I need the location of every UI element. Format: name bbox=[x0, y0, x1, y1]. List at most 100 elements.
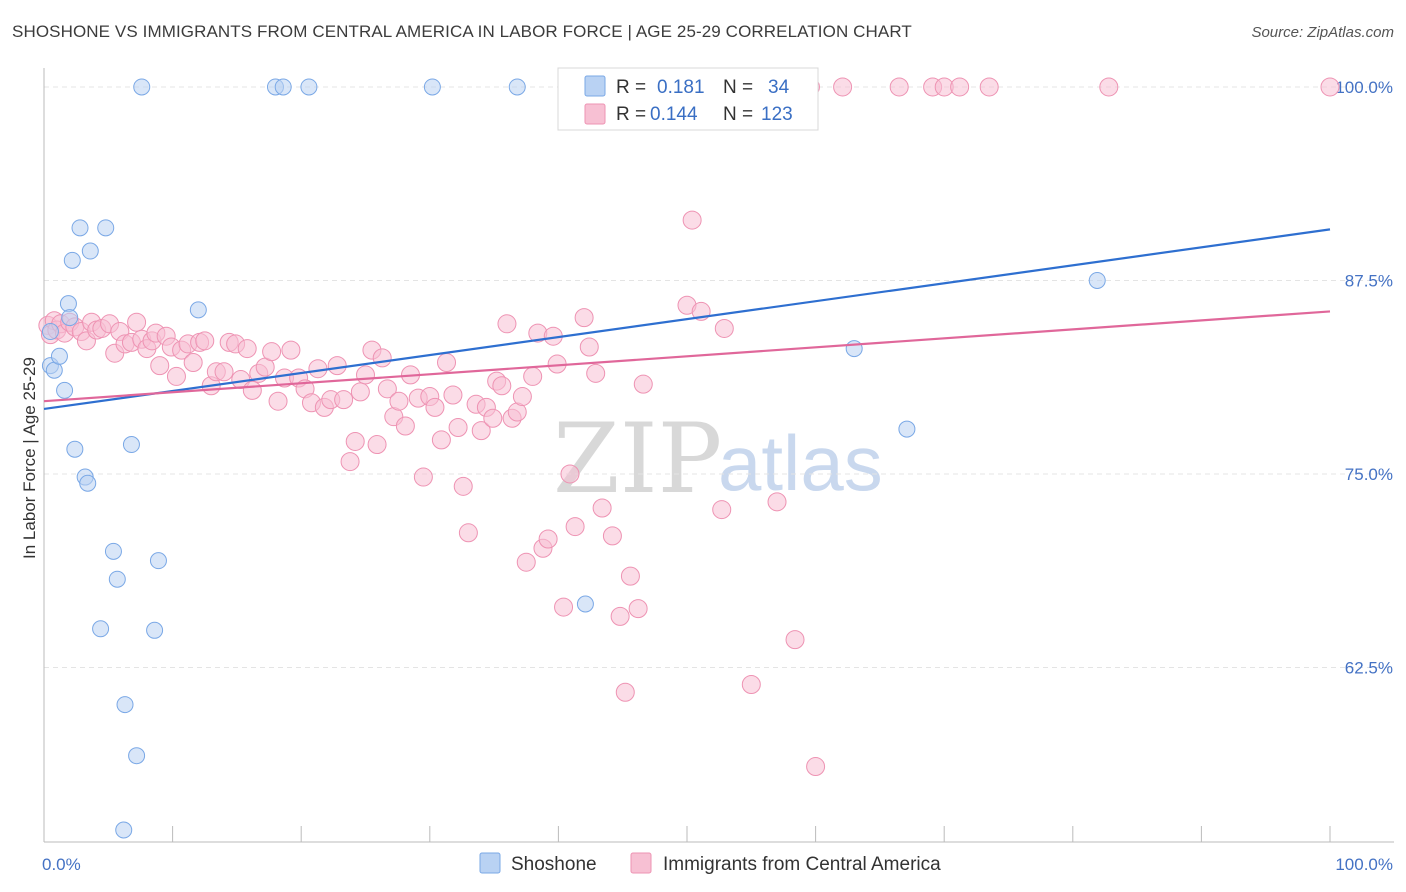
immigrants-point bbox=[214, 362, 234, 382]
immigrants-point bbox=[610, 606, 630, 626]
immigrants-point bbox=[516, 552, 536, 572]
shoshone-point bbox=[133, 78, 151, 96]
y-axis-title: In Labor Force | Age 25-29 bbox=[20, 357, 39, 559]
immigrants-point bbox=[1320, 77, 1340, 97]
axes bbox=[43, 68, 1394, 843]
immigrants-point bbox=[443, 385, 463, 405]
stats-legend-r-label: R = bbox=[616, 77, 646, 98]
immigrants-point bbox=[195, 331, 215, 351]
shoshone-point bbox=[92, 620, 110, 638]
immigrants-point bbox=[714, 318, 734, 338]
shoshone-point bbox=[508, 78, 526, 96]
immigrants-point bbox=[327, 356, 347, 376]
immigrants-point bbox=[979, 77, 999, 97]
immigrants-point bbox=[431, 430, 451, 450]
immigrants-point bbox=[523, 366, 543, 386]
immigrants-point bbox=[574, 308, 594, 328]
immigrants-point bbox=[712, 500, 732, 520]
watermark-atlas: atlas bbox=[718, 419, 883, 507]
immigrants-point bbox=[785, 630, 805, 650]
shoshone-point bbox=[149, 552, 167, 570]
immigrants-point bbox=[237, 339, 257, 359]
shoshone-point bbox=[79, 474, 97, 492]
immigrants-point bbox=[395, 416, 415, 436]
immigrants-point bbox=[367, 435, 387, 455]
stats-legend-swatch-immigrants bbox=[584, 103, 606, 125]
immigrants-point bbox=[127, 312, 147, 332]
legend-label-shoshone: Shoshone bbox=[511, 854, 597, 875]
immigrants-point bbox=[150, 356, 170, 376]
immigrants-point bbox=[492, 376, 512, 396]
shoshone-point bbox=[56, 381, 74, 399]
immigrants-point bbox=[268, 391, 288, 411]
immigrants-point bbox=[425, 397, 445, 417]
shoshone-point bbox=[576, 595, 594, 613]
shoshone-point bbox=[845, 340, 863, 358]
immigrants-point bbox=[242, 380, 262, 400]
stats-legend: R = 0.181 N = 34 R = 0.144 N = 123 bbox=[557, 67, 819, 131]
immigrants-point bbox=[389, 391, 409, 411]
shoshone-point bbox=[108, 570, 126, 588]
x-tick-label-min: 0.0% bbox=[42, 855, 81, 874]
shoshone-point bbox=[274, 78, 292, 96]
shoshone-point bbox=[115, 821, 133, 839]
chart-title: SHOSHONE VS IMMIGRANTS FROM CENTRAL AMER… bbox=[12, 22, 912, 41]
source-credit: Source: ZipAtlas.com bbox=[1251, 24, 1394, 41]
immigrants-point bbox=[497, 314, 517, 334]
immigrants-point bbox=[345, 431, 365, 451]
immigrants-point bbox=[565, 517, 585, 537]
immigrants-point bbox=[512, 387, 532, 407]
stats-legend-n-value-shoshone: 34 bbox=[768, 77, 790, 98]
shoshone-point bbox=[898, 420, 916, 438]
legend-swatch-immigrants bbox=[630, 852, 652, 874]
shoshone-point bbox=[300, 78, 318, 96]
series-legend: Shoshone Immigrants from Central America bbox=[479, 852, 941, 875]
immigrants-point bbox=[833, 77, 853, 97]
shoshone-point bbox=[50, 347, 68, 365]
immigrants-point bbox=[554, 597, 574, 617]
shoshone-point bbox=[97, 219, 115, 237]
stats-legend-n-label: N = bbox=[723, 77, 753, 98]
watermark-zip: ZIP bbox=[553, 403, 722, 515]
y-tick-label: 75.0% bbox=[1345, 465, 1393, 484]
immigrants-point bbox=[602, 526, 622, 546]
shoshone-point bbox=[423, 78, 441, 96]
immigrants-point bbox=[334, 390, 354, 410]
stats-legend-r-value-shoshone: 0.181 bbox=[657, 77, 705, 98]
immigrants-point bbox=[413, 467, 433, 487]
stats-legend-swatch-shoshone bbox=[584, 75, 606, 97]
series-points bbox=[38, 77, 1340, 839]
immigrants-point bbox=[628, 599, 648, 619]
immigrants-point bbox=[620, 566, 640, 586]
shoshone-point bbox=[1088, 271, 1106, 289]
immigrants-point bbox=[579, 337, 599, 357]
immigrants-point bbox=[377, 379, 397, 399]
immigrants-point bbox=[633, 374, 653, 394]
immigrants-point bbox=[448, 418, 468, 438]
stats-legend-n-label-2: N = bbox=[723, 104, 753, 125]
shoshone-point bbox=[122, 436, 140, 454]
immigrants-point bbox=[262, 342, 282, 362]
immigrants-point bbox=[458, 523, 478, 543]
immigrants-point bbox=[356, 365, 375, 385]
shoshone-point bbox=[71, 219, 89, 237]
y-tick-label: 62.5% bbox=[1345, 658, 1393, 677]
shoshone-point bbox=[63, 251, 81, 269]
immigrants-trend-line bbox=[43, 310, 1331, 403]
y-tick-label: 100.0% bbox=[1335, 78, 1393, 97]
shoshone-point bbox=[104, 542, 122, 560]
immigrants-point bbox=[1099, 77, 1119, 97]
immigrants-point bbox=[592, 498, 612, 518]
immigrants-point bbox=[806, 757, 826, 777]
shoshone-point bbox=[61, 309, 79, 327]
immigrants-point bbox=[889, 77, 909, 97]
trend-lines bbox=[43, 228, 1331, 411]
immigrants-point bbox=[281, 340, 301, 360]
stats-legend-r-label-2: R = bbox=[616, 104, 646, 125]
immigrants-point bbox=[183, 353, 203, 373]
immigrants-point bbox=[615, 682, 635, 702]
shoshone-trend-line bbox=[43, 228, 1331, 411]
shoshone-point bbox=[41, 323, 59, 341]
series-shoshone bbox=[41, 78, 1106, 839]
stats-legend-n-value-immigrants: 123 bbox=[761, 104, 793, 125]
